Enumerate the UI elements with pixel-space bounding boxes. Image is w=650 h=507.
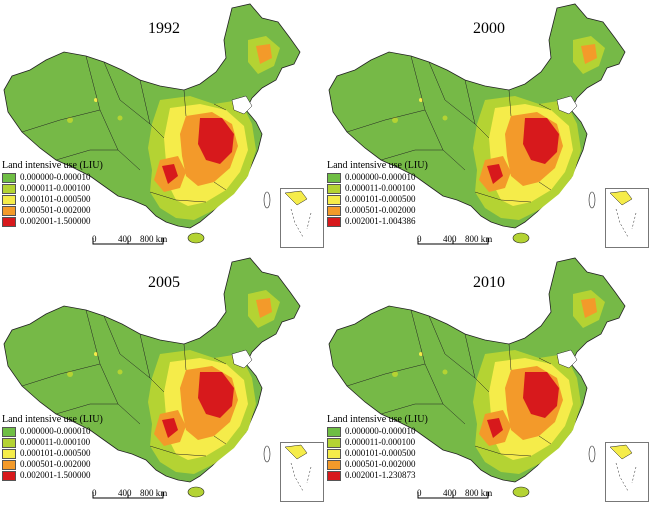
legend: Land intensive use (LIU) 0.000000-0.0000… bbox=[327, 160, 428, 227]
legend-item: 0.000011-0.000100 bbox=[327, 183, 428, 194]
swatch-class1 bbox=[327, 426, 341, 437]
legend-item: 0.000011-0.000100 bbox=[327, 437, 428, 448]
legend-item: 0.000501-0.002000 bbox=[327, 459, 428, 470]
legend: Land intensive use (LIU) 0.000000-0.0000… bbox=[2, 414, 103, 481]
legend-item: 0.000011-0.000100 bbox=[2, 183, 103, 194]
south-china-sea-inset bbox=[605, 188, 649, 248]
swatch-class4 bbox=[327, 205, 341, 216]
legend-label: 0.000501-0.002000 bbox=[345, 205, 416, 215]
south-china-sea-inset bbox=[280, 442, 324, 502]
legend-item: 0.000501-0.002000 bbox=[327, 205, 428, 216]
swatch-class4 bbox=[2, 459, 16, 470]
legend-label: 0.000101-0.000500 bbox=[345, 448, 416, 458]
panel-year: 2005 bbox=[148, 274, 180, 291]
legend-item: 0.000101-0.000500 bbox=[327, 448, 428, 459]
swatch-class2 bbox=[327, 437, 341, 448]
legend-label: 0.000501-0.002000 bbox=[345, 459, 416, 469]
legend-item: 0.002001-1.500000 bbox=[2, 470, 103, 481]
legend-label: 0.002001-1.004386 bbox=[345, 216, 416, 226]
legend: Land intensive use (LIU) 0.000000-0.0000… bbox=[327, 414, 428, 481]
legend-label: 0.000000-0.000010 bbox=[20, 172, 91, 182]
legend-item: 0.000000-0.000010 bbox=[327, 172, 428, 183]
legend-title: Land intensive use (LIU) bbox=[2, 414, 103, 425]
legend-item: 0.000000-0.000010 bbox=[2, 426, 103, 437]
south-china-sea-inset bbox=[605, 442, 649, 502]
scale-label-800: 800 km bbox=[465, 234, 493, 244]
swatch-class3 bbox=[327, 194, 341, 205]
legend-item: 0.000101-0.000500 bbox=[2, 194, 103, 205]
scale-label-400: 400 bbox=[118, 234, 132, 244]
scale-label-0: 0 bbox=[92, 234, 97, 244]
legend: Land intensive use (LIU) 0.000000-0.0000… bbox=[2, 160, 103, 227]
swatch-class3 bbox=[2, 194, 16, 205]
legend-label: 0.000501-0.002000 bbox=[20, 459, 91, 469]
swatch-class1 bbox=[327, 172, 341, 183]
legend-item: 0.000101-0.000500 bbox=[327, 194, 428, 205]
south-china-sea-inset bbox=[280, 188, 324, 248]
legend-item: 0.000000-0.000010 bbox=[327, 426, 428, 437]
swatch-class1 bbox=[2, 426, 16, 437]
map-panel-2010: 2010 Land intensive use (LIU) 0.000000-0… bbox=[325, 254, 650, 507]
legend-label: 0.002001-1.500000 bbox=[20, 470, 91, 480]
scale-label-800: 800 km bbox=[140, 234, 168, 244]
scale-bar bbox=[417, 492, 489, 499]
map-panel-1992: 1992 Land intensive use (LIU) 0.000000-0… bbox=[0, 0, 325, 253]
scale-bar bbox=[417, 238, 489, 245]
legend-label: 0.002001-1.230873 bbox=[345, 470, 416, 480]
scale-label-0: 0 bbox=[92, 488, 97, 498]
legend-label: 0.000501-0.002000 bbox=[20, 205, 91, 215]
panel-year: 1992 bbox=[148, 20, 180, 37]
legend-title: Land intensive use (LIU) bbox=[2, 160, 103, 171]
legend-item: 0.002001-1.230873 bbox=[327, 470, 428, 481]
swatch-class5 bbox=[2, 216, 16, 227]
legend-item: 0.000501-0.002000 bbox=[2, 459, 103, 470]
legend-item: 0.000011-0.000100 bbox=[2, 437, 103, 448]
swatch-class3 bbox=[2, 448, 16, 459]
legend-label: 0.000011-0.000100 bbox=[345, 437, 416, 447]
map-panel-2000: 2000 Land intensive use (LIU) 0.000000-0… bbox=[325, 0, 650, 253]
swatch-class1 bbox=[2, 172, 16, 183]
legend-label: 0.000101-0.000500 bbox=[20, 448, 91, 458]
legend-label: 0.000000-0.000010 bbox=[345, 426, 416, 436]
swatch-class2 bbox=[2, 437, 16, 448]
panel-year: 2010 bbox=[473, 274, 505, 291]
panel-year: 2000 bbox=[473, 20, 505, 37]
legend-label: 0.000000-0.000010 bbox=[345, 172, 416, 182]
legend-item: 0.000501-0.002000 bbox=[2, 205, 103, 216]
scale-label-800: 800 km bbox=[140, 488, 168, 498]
scale-label-400: 400 bbox=[118, 488, 132, 498]
legend-item: 0.000101-0.000500 bbox=[2, 448, 103, 459]
swatch-class2 bbox=[327, 183, 341, 194]
legend-label: 0.000000-0.000010 bbox=[20, 426, 91, 436]
scale-label-0: 0 bbox=[417, 488, 422, 498]
swatch-class4 bbox=[327, 459, 341, 470]
scale-label-400: 400 bbox=[443, 488, 457, 498]
legend-item: 0.002001-1.500000 bbox=[2, 216, 103, 227]
legend-label: 0.000011-0.000100 bbox=[345, 183, 416, 193]
scale-bar bbox=[92, 492, 164, 499]
legend-label: 0.002001-1.500000 bbox=[20, 216, 91, 226]
swatch-class4 bbox=[2, 205, 16, 216]
legend-item: 0.000000-0.000010 bbox=[2, 172, 103, 183]
legend-label: 0.000011-0.000100 bbox=[20, 437, 91, 447]
scale-label-800: 800 km bbox=[465, 488, 493, 498]
swatch-class5 bbox=[2, 470, 16, 481]
legend-label: 0.000011-0.000100 bbox=[20, 183, 91, 193]
scale-label-0: 0 bbox=[417, 234, 422, 244]
scale-label-400: 400 bbox=[443, 234, 457, 244]
legend-item: 0.002001-1.004386 bbox=[327, 216, 428, 227]
scale-bar bbox=[92, 238, 164, 245]
legend-label: 0.000101-0.000500 bbox=[20, 194, 91, 204]
swatch-class2 bbox=[2, 183, 16, 194]
swatch-class5 bbox=[327, 470, 341, 481]
swatch-class5 bbox=[327, 216, 341, 227]
map-panel-2005: 2005 Land intensive use (LIU) 0.000000-0… bbox=[0, 254, 325, 507]
legend-title: Land intensive use (LIU) bbox=[327, 414, 428, 425]
legend-label: 0.000101-0.000500 bbox=[345, 194, 416, 204]
swatch-class3 bbox=[327, 448, 341, 459]
legend-title: Land intensive use (LIU) bbox=[327, 160, 428, 171]
